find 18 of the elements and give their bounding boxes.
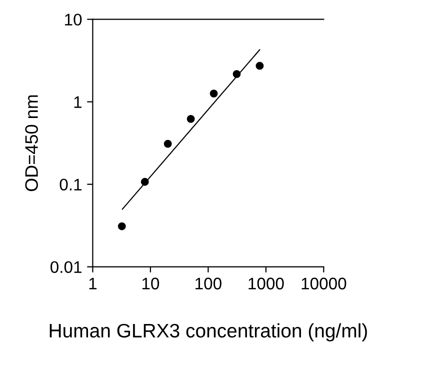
y-axis-title: OD=450 nm [25, 95, 38, 192]
point [164, 140, 172, 148]
x-tick-label: 10 [142, 278, 160, 290]
x-tick-label: 1 [89, 278, 97, 290]
x-tick-label: 1000 [248, 278, 284, 290]
x-axis-title: Human GLRX3 concentration (ng/ml) [50, 323, 367, 342]
y-tick-label: 1 [74, 96, 82, 108]
point [140, 178, 149, 186]
x-tick-label: 100 [196, 278, 222, 290]
y-tick-label: 0.01 [50, 261, 82, 274]
point [210, 90, 218, 98]
point [256, 62, 264, 70]
point [118, 222, 126, 230]
y-tick-label: 0.1 [60, 178, 82, 191]
y-tick-label: 10 [65, 14, 82, 26]
point [186, 114, 195, 123]
x-tick-label: 10000 [302, 278, 346, 290]
point [232, 70, 241, 78]
